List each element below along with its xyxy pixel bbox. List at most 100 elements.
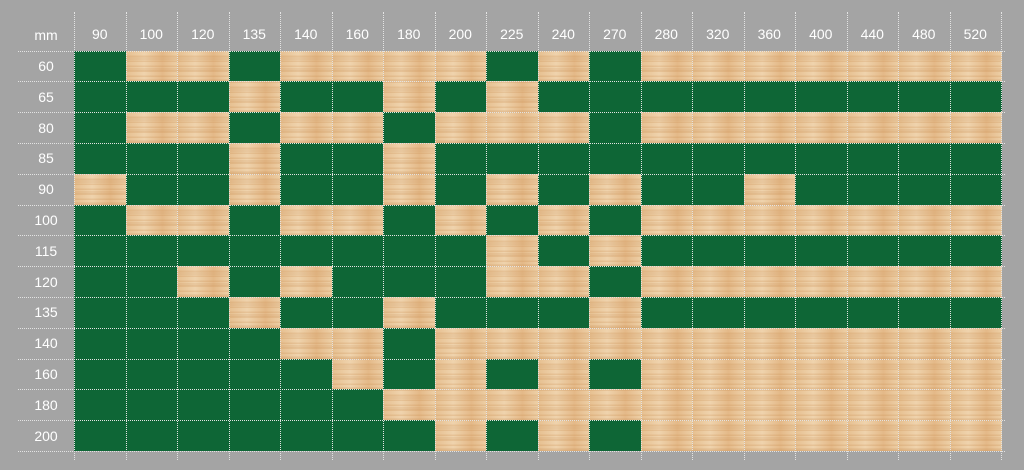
cell-85x120 bbox=[177, 142, 230, 175]
cell-80x140 bbox=[280, 112, 333, 144]
column-label-320: 320 bbox=[706, 26, 730, 42]
cell-100x440 bbox=[846, 204, 899, 236]
cell-140x160 bbox=[331, 327, 384, 360]
cell-180x360 bbox=[743, 389, 796, 421]
cell-120x520 bbox=[949, 266, 1002, 298]
cell-180x520 bbox=[949, 389, 1002, 421]
cell-90x135 bbox=[228, 173, 281, 206]
cell-180x160 bbox=[331, 389, 384, 421]
cell-115x225 bbox=[486, 235, 539, 267]
column-label-180: 180 bbox=[397, 26, 421, 42]
cell-100x320 bbox=[692, 204, 745, 236]
cell-80x240 bbox=[537, 112, 590, 144]
column-label-480: 480 bbox=[912, 26, 936, 42]
cell-65x480 bbox=[898, 81, 951, 113]
cell-200x400 bbox=[795, 420, 848, 452]
column-label-240: 240 bbox=[551, 26, 575, 42]
cell-160x400 bbox=[795, 358, 848, 390]
cell-160x280 bbox=[640, 358, 693, 390]
cell-120x240 bbox=[537, 266, 590, 298]
cell-200x135 bbox=[228, 420, 281, 452]
cell-160x225 bbox=[486, 358, 539, 390]
cell-60x200 bbox=[434, 50, 487, 82]
cell-100x280 bbox=[640, 204, 693, 236]
cell-90x240 bbox=[537, 173, 590, 206]
cell-135x180 bbox=[383, 296, 436, 329]
cell-90x480 bbox=[898, 173, 951, 206]
cell-80x480 bbox=[898, 112, 951, 144]
cell-60x320 bbox=[692, 50, 745, 82]
cell-60x360 bbox=[743, 50, 796, 82]
cell-120x400 bbox=[795, 266, 848, 298]
cell-115x280 bbox=[640, 235, 693, 267]
cell-90x225 bbox=[486, 173, 539, 206]
row-label-140: 140 bbox=[34, 335, 58, 352]
cell-180x270 bbox=[589, 389, 642, 421]
cell-140x200 bbox=[434, 327, 487, 360]
cell-160x360 bbox=[743, 358, 796, 390]
cell-60x225 bbox=[486, 50, 539, 82]
cell-80x160 bbox=[331, 112, 384, 144]
cell-90x90 bbox=[74, 173, 127, 206]
cell-100x90 bbox=[74, 204, 127, 236]
cell-80x280 bbox=[640, 112, 693, 144]
cell-100x225 bbox=[486, 204, 539, 236]
cell-160x120 bbox=[177, 358, 230, 390]
cell-80x120 bbox=[177, 112, 230, 144]
cell-160x90 bbox=[74, 358, 127, 390]
cell-65x225 bbox=[486, 81, 539, 113]
row-label-115: 115 bbox=[34, 242, 58, 259]
cell-65x400 bbox=[795, 81, 848, 113]
cell-80x135 bbox=[228, 112, 281, 144]
cell-120x280 bbox=[640, 266, 693, 298]
cell-60x400 bbox=[795, 50, 848, 82]
cell-180x100 bbox=[125, 389, 178, 421]
cell-180x400 bbox=[795, 389, 848, 421]
column-label-200: 200 bbox=[448, 26, 472, 42]
cell-120x135 bbox=[228, 266, 281, 298]
cell-140x360 bbox=[743, 327, 796, 360]
cell-65x120 bbox=[177, 81, 230, 113]
cell-120x120 bbox=[177, 266, 230, 298]
cell-140x320 bbox=[692, 327, 745, 360]
cell-200x360 bbox=[743, 420, 796, 452]
cell-65x135 bbox=[228, 81, 281, 113]
cell-85x180 bbox=[383, 142, 436, 175]
cell-80x520 bbox=[949, 112, 1002, 144]
cell-180x200 bbox=[434, 389, 487, 421]
row-label-65: 65 bbox=[38, 88, 54, 105]
cell-160x140 bbox=[280, 358, 333, 390]
cell-200x120 bbox=[177, 420, 230, 452]
cell-90x280 bbox=[640, 173, 693, 206]
cell-65x360 bbox=[743, 81, 796, 113]
cell-90x440 bbox=[846, 173, 899, 206]
cell-160x320 bbox=[692, 358, 745, 390]
cell-115x400 bbox=[795, 235, 848, 267]
cell-65x160 bbox=[331, 81, 384, 113]
cell-85x100 bbox=[125, 142, 178, 175]
cell-85x160 bbox=[331, 142, 384, 175]
cell-85x140 bbox=[280, 142, 333, 175]
cell-115x200 bbox=[434, 235, 487, 267]
cell-100x400 bbox=[795, 204, 848, 236]
cell-85x90 bbox=[74, 142, 127, 175]
cell-115x270 bbox=[589, 235, 642, 267]
cell-100x180 bbox=[383, 204, 436, 236]
cell-60x270 bbox=[589, 50, 642, 82]
column-label-440: 440 bbox=[860, 26, 884, 42]
cell-90x400 bbox=[795, 173, 848, 206]
cell-180x180 bbox=[383, 389, 436, 421]
cell-180x480 bbox=[898, 389, 951, 421]
cell-200x440 bbox=[846, 420, 899, 452]
cell-80x270 bbox=[589, 112, 642, 144]
cell-90x320 bbox=[692, 173, 745, 206]
cell-160x520 bbox=[949, 358, 1002, 390]
cell-140x225 bbox=[486, 327, 539, 360]
cell-65x140 bbox=[280, 81, 333, 113]
cell-65x200 bbox=[434, 81, 487, 113]
cell-200x200 bbox=[434, 420, 487, 452]
cell-160x100 bbox=[125, 358, 178, 390]
column-label-120: 120 bbox=[191, 26, 215, 42]
cell-180x135 bbox=[228, 389, 281, 421]
cell-135x225 bbox=[486, 296, 539, 329]
